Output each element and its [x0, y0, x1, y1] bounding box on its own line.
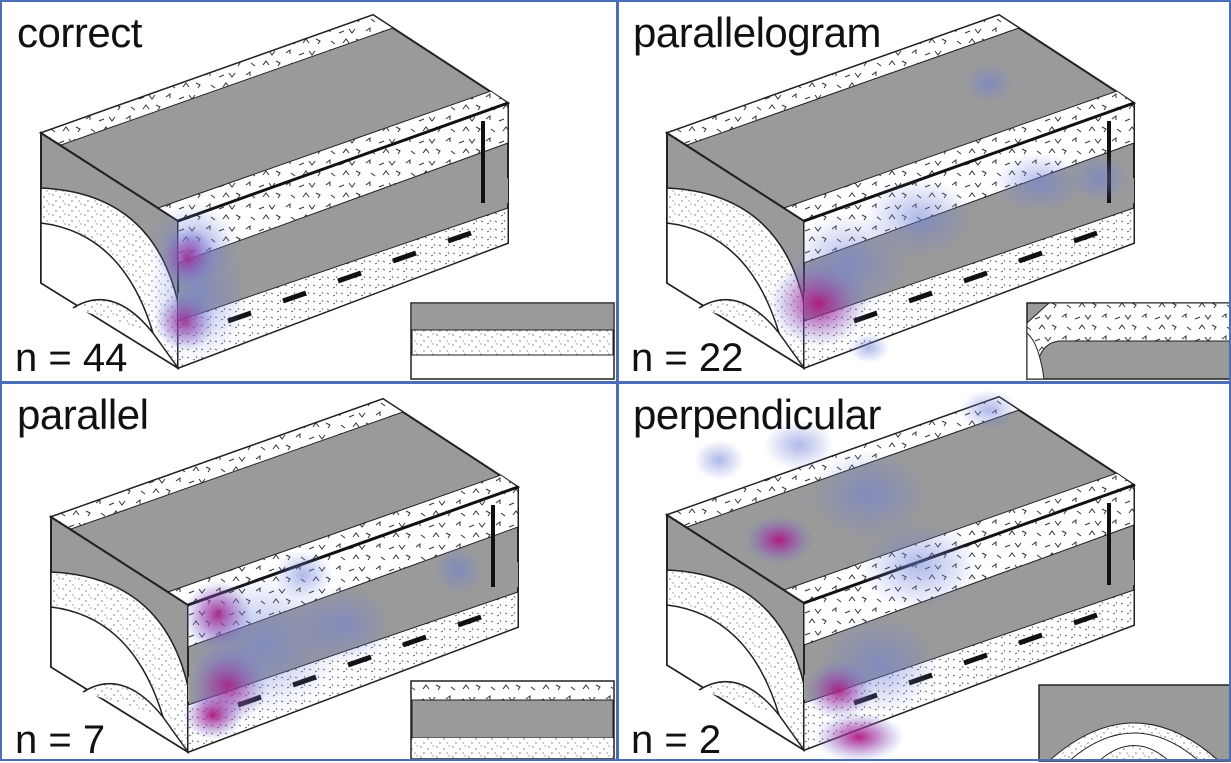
- block-diagram: [3, 385, 615, 760]
- block-diagram: [3, 3, 615, 380]
- panel-parallelogram: parallelogram n = 22: [619, 3, 1231, 381]
- grid-divider-vertical: [616, 0, 619, 761]
- panel-parallel: parallel n = 7: [3, 385, 616, 763]
- gaze-heatmap: [769, 63, 1129, 363]
- gaze-heatmap: [148, 203, 248, 363]
- inset-cross-section: [1026, 302, 1231, 381]
- gaze-heatmap: [183, 545, 483, 740]
- panel-perpendicular: perpendicular n = 2: [619, 385, 1231, 763]
- panel-title: perpendicular: [633, 391, 882, 438]
- inset-cross-section: [410, 680, 615, 760]
- panel-title: correct: [17, 9, 142, 56]
- panel-title: parallelogram: [633, 9, 881, 56]
- sample-count: n = 22: [631, 336, 744, 380]
- inset-cross-section: [410, 302, 615, 380]
- sample-count: n = 7: [15, 718, 106, 762]
- sample-count: n = 2: [631, 718, 722, 762]
- gaze-heatmap: [694, 390, 1019, 762]
- block-diagram: [619, 390, 1231, 762]
- block-diagram: [619, 3, 1231, 381]
- panel-correct: correct n = 44: [3, 3, 616, 381]
- panel-title: parallel: [17, 391, 149, 438]
- sample-count: n = 44: [15, 336, 128, 380]
- grid-divider-horizontal: [0, 381, 1231, 384]
